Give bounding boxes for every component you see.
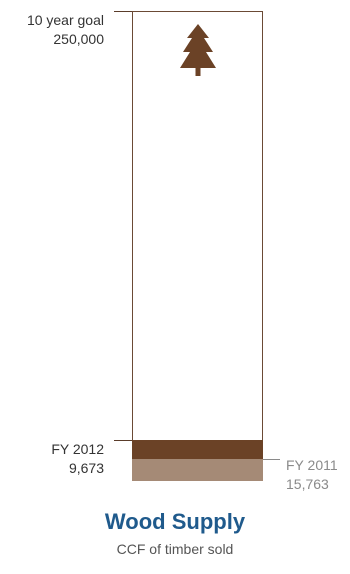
fy2012-label-text: FY 2012 <box>51 441 104 457</box>
chart-title: Wood Supply <box>104 509 246 534</box>
chart-subtitle: CCF of timber sold <box>116 541 234 557</box>
tree-icon <box>180 24 216 76</box>
fy2012-label: FY 2012 9,673 <box>51 440 104 478</box>
bar-fy2011 <box>132 459 263 481</box>
fy2012-value: 9,673 <box>68 460 104 476</box>
fy2011-tick <box>263 459 280 460</box>
fy2012-tick <box>114 440 132 441</box>
goal-tick <box>114 11 132 12</box>
tree-icon-trunk <box>195 68 201 76</box>
goal-gauge-outline <box>132 11 263 462</box>
fy2011-value: 15,763 <box>286 476 329 492</box>
goal-label: 10 year goal 250,000 <box>27 11 104 49</box>
fy2011-label-text: FY 2011 <box>286 457 338 473</box>
goal-value: 250,000 <box>53 31 104 47</box>
tree-icon-crown <box>180 24 216 68</box>
fy2011-label: FY 2011 15,763 <box>286 456 338 494</box>
goal-label-text: 10 year goal <box>26 12 104 28</box>
bar-fy2012 <box>132 440 263 459</box>
